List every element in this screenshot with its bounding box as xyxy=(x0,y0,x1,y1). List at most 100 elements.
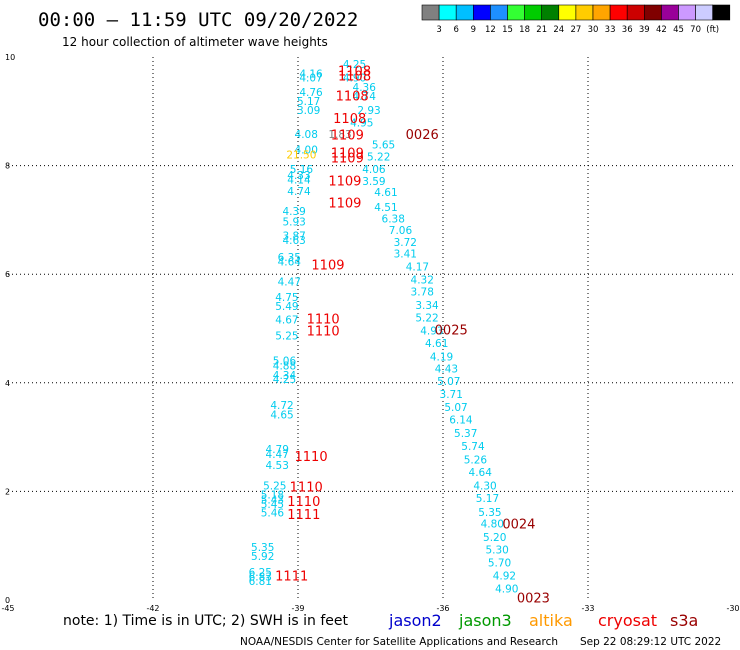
color-swatch xyxy=(541,4,560,21)
y-tick-label: 6 xyxy=(5,270,10,279)
color-scale-label: 27 xyxy=(570,25,581,35)
swh-point: 4.32 xyxy=(411,275,434,287)
swh-point: 5.16 xyxy=(290,164,314,176)
color-swatch xyxy=(455,4,474,21)
pass-label: 0023 xyxy=(517,591,550,606)
pass-label: 1109 xyxy=(331,147,364,162)
swh-point: 5.37 xyxy=(454,428,477,440)
pass-label: 1109 xyxy=(331,151,364,166)
x-tick-label: -36 xyxy=(436,604,449,613)
color-swatch xyxy=(678,4,696,21)
swh-point-extra: 21.50 xyxy=(286,150,316,162)
swh-point: 4.61 xyxy=(425,338,448,350)
swh-point: 4.95 xyxy=(350,118,373,130)
swh-point: 5.43 xyxy=(261,495,284,507)
swh-point: 4.90 xyxy=(343,73,366,85)
swh-point-extra: 1.83 xyxy=(328,129,351,141)
swh-point: 5.07 xyxy=(444,402,467,414)
swh-point: 5.93 xyxy=(282,217,305,229)
color-swatch xyxy=(626,4,645,21)
swh-point: 4.72 xyxy=(270,400,293,412)
satellite-legend: jason2 jason3 altika cryosat s3a xyxy=(388,611,698,630)
color-swatch xyxy=(524,4,542,21)
swh-point: 4.06 xyxy=(362,164,386,176)
color-swatch xyxy=(712,4,731,21)
y-tick-label: 0 xyxy=(5,596,10,605)
swh-point: 6.25 xyxy=(249,567,272,579)
swh-point: 4.36 xyxy=(353,82,377,94)
swh-point: 4.76 xyxy=(299,87,323,99)
swh-point: 4.65 xyxy=(270,409,293,421)
swh-point: 5.35 xyxy=(251,542,274,554)
chart-title: 00:00 – 11:59 UTC 09/20/2022 xyxy=(38,9,358,31)
swh-point: 6.81 xyxy=(249,576,272,588)
legend-s3a: s3a xyxy=(670,611,698,630)
swh-point: 5.65 xyxy=(372,139,395,151)
color-scale-label: 30 xyxy=(588,25,599,35)
swh-point: 4.17 xyxy=(406,262,429,274)
color-scale-label: 42 xyxy=(656,25,667,35)
swh-point: 5.74 xyxy=(461,441,485,453)
swh-point: 4.61 xyxy=(374,187,397,199)
swh-point: 4.08 xyxy=(295,129,318,141)
swh-point: 5.26 xyxy=(464,454,488,466)
footer-note: note: 1) Time is in UTC; 2) SWH is in fe… xyxy=(63,613,349,629)
x-tick-label: -45 xyxy=(1,604,14,613)
pass-label: 0025 xyxy=(435,324,468,339)
swh-point: 6.38 xyxy=(382,213,405,225)
pass-label: 1111 xyxy=(275,570,308,585)
x-tick-label: -39 xyxy=(291,604,304,613)
swh-point: 5.06 xyxy=(273,356,297,368)
legend-jason3: jason3 xyxy=(458,611,512,630)
swh-point: 5.35 xyxy=(478,507,501,519)
color-scale-label: 36 xyxy=(622,25,633,35)
color-scale-label: 15 xyxy=(502,25,513,35)
swh-point: 4.19 xyxy=(430,352,453,364)
swh-point: 5.25 xyxy=(275,331,298,343)
swh-point: 6.35 xyxy=(278,252,301,264)
pass-label: 1110 xyxy=(295,450,328,465)
color-scale-unit: (ft) xyxy=(706,25,719,35)
chart-subtitle: 12 hour collection of altimeter wave hei… xyxy=(62,35,328,49)
color-scale-label: 39 xyxy=(639,25,650,35)
swh-point: 4.43 xyxy=(435,364,458,376)
swh-point: 4.30 xyxy=(473,480,496,492)
plot-grid xyxy=(8,57,733,600)
footer-credit: NOAA/NESDIS Center for Satellite Applica… xyxy=(240,636,558,648)
swh-point: 4.92 xyxy=(493,571,516,583)
legend-cryosat: cryosat xyxy=(598,611,657,630)
y-axis-ticks: 0 2 4 6 8 10 xyxy=(5,53,15,605)
pass-label: 1109 xyxy=(311,258,344,273)
color-scale-label: 70 xyxy=(690,25,701,35)
swh-point: 4.14 xyxy=(287,175,311,187)
color-scale-legend: 3 6 9 12 15 18 21 24 27 30 33 36 39 42 45 70 (ft) xyxy=(421,4,731,35)
color-scale-label: 21 xyxy=(536,25,547,35)
legend-jason2: jason2 xyxy=(388,611,442,630)
pass-label: 1108 xyxy=(338,65,371,80)
swh-point: 3.87 xyxy=(282,231,305,243)
pass-label: 1110 xyxy=(287,495,320,510)
swh-point: 5.45 xyxy=(261,499,284,511)
color-scale-label: 9 xyxy=(471,25,476,35)
y-tick-label: 4 xyxy=(5,379,10,388)
pass-label: 1109 xyxy=(331,129,364,144)
swh-point: 4.63 xyxy=(282,235,305,247)
swh-point: 4.33 xyxy=(287,170,310,182)
color-scale-label: 24 xyxy=(553,25,564,35)
swh-point: 5.17 xyxy=(476,493,499,505)
color-swatch xyxy=(661,4,679,21)
swh-point: 5.07 xyxy=(437,376,460,388)
pass-label: 1109 xyxy=(328,197,361,212)
swh-point: 4.25 xyxy=(343,59,366,71)
color-scale-label: 12 xyxy=(485,25,496,35)
swh-point: 4.74 xyxy=(287,186,311,198)
swh-point: 4.39 xyxy=(282,206,305,218)
color-scale-label: 6 xyxy=(453,25,458,35)
swh-point: 4.25 xyxy=(273,374,296,386)
color-swatch xyxy=(507,4,525,21)
swh-point: 5.22 xyxy=(415,313,438,325)
pass-label: 1108 xyxy=(333,112,366,127)
pass-label: 1111 xyxy=(287,508,320,523)
